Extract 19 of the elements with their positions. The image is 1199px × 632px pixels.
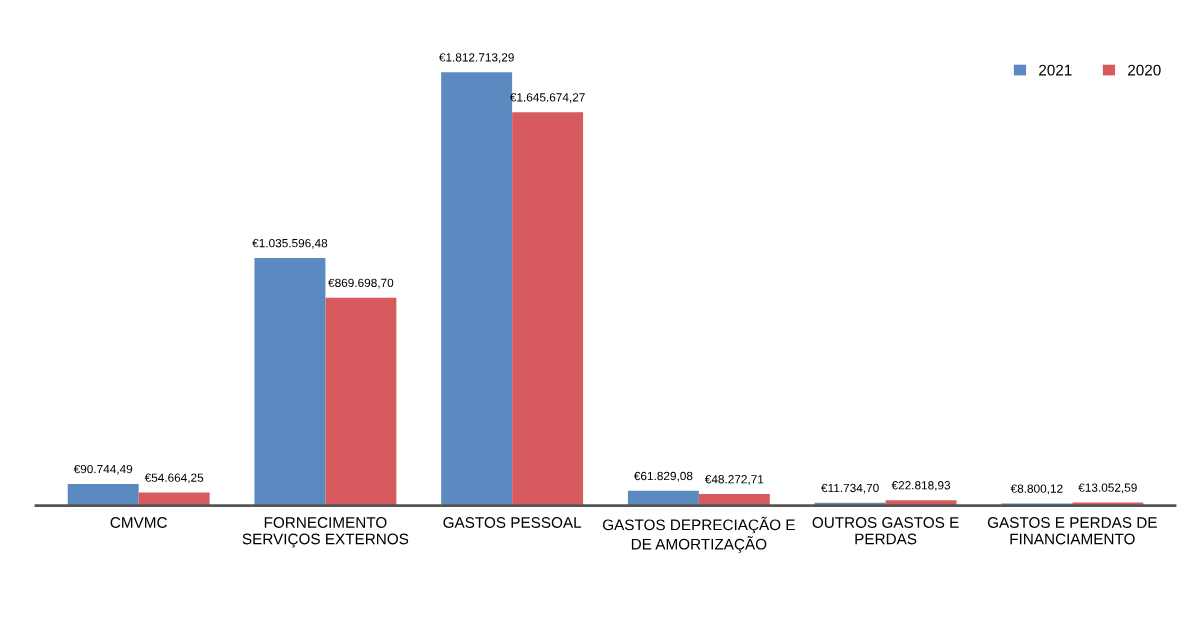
data-label: €22.818,93 [891, 481, 951, 491]
x-tick-label: OUTROS GASTOS E PERDAS [812, 517, 959, 545]
data-label: €48.272,71 [704, 475, 764, 485]
legend-label: 2020 [1128, 64, 1161, 76]
x-tick-label: CMVMC [110, 517, 167, 528]
x-tick-label: FORNECIMENTO SERVIÇOS EXTERNOS [242, 517, 409, 548]
x-tick-label: GASTOS PESSOAL [443, 517, 582, 528]
data-label: €869.698,70 [328, 278, 394, 289]
data-label: €8.800,12 [1010, 484, 1063, 495]
data-label: €1.812.713,29 [439, 53, 514, 63]
x-tick-label: GASTOS E PERDAS DE FINANCIAMENTO [987, 517, 1157, 545]
x-tick-label: GASTOS DEPRECIAÇÃO E DE AMORTIZAÇÃO [602, 516, 795, 553]
data-label: €61.829,08 [633, 471, 693, 482]
data-label: €90.744,49 [73, 464, 133, 475]
data-label: €54.664,25 [144, 473, 204, 484]
legend-label: 2021 [1039, 64, 1072, 76]
data-label: €11.734,70 [821, 483, 879, 494]
data-label: €13.052,59 [1078, 483, 1137, 494]
data-label: €1.035.596,48 [252, 238, 328, 249]
